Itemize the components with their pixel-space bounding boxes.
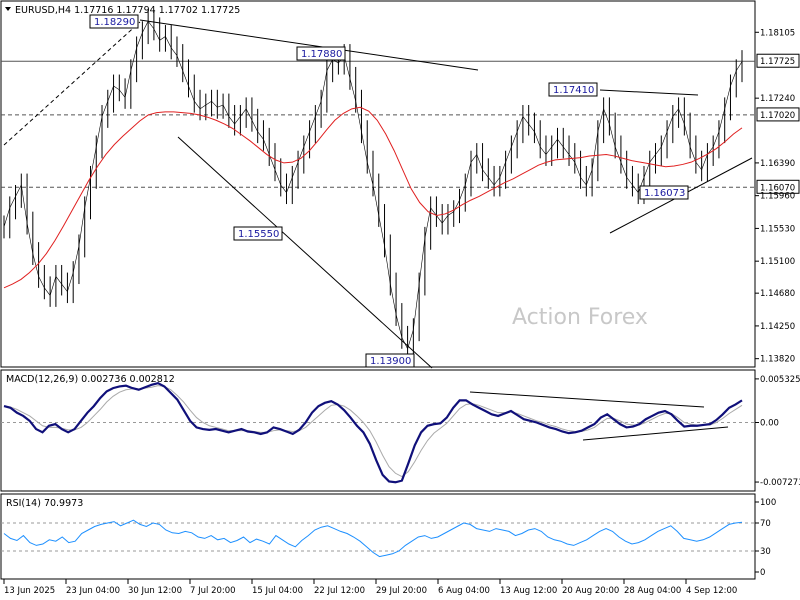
rsi-line bbox=[3, 519, 743, 558]
price-tick-box bbox=[756, 179, 800, 194]
annotation-label: 1.13900 bbox=[370, 356, 411, 367]
annotation-box bbox=[548, 82, 598, 97]
price-tick-box bbox=[756, 53, 800, 68]
rsi-tick-label: 100 bbox=[760, 498, 776, 508]
macd-tick-label: -0.007273 bbox=[760, 478, 800, 488]
x-tick-label: 13 Aug 12:00 bbox=[500, 586, 557, 596]
annotation-label: 1.15550 bbox=[238, 229, 279, 240]
watermark: Action Forex bbox=[512, 305, 648, 330]
trendline-2 bbox=[599, 89, 699, 96]
price-tick-label: 1.14680 bbox=[760, 289, 795, 299]
price-tick-label: 1.17020 bbox=[760, 111, 795, 121]
annotation-3: 1.15550 bbox=[233, 226, 283, 241]
price-tick-label: 1.15960 bbox=[760, 192, 795, 202]
annotation-label: 1.17410 bbox=[553, 85, 594, 96]
rsi-tick-label: 30 bbox=[760, 547, 771, 557]
price-layer: 1.18290 1.17880 1.17410 1.15550 1.13900 1.160… bbox=[1, 9, 755, 369]
price-tick-label: 1.14250 bbox=[760, 322, 795, 332]
x-tick-label: 4 Sep 12:00 bbox=[686, 586, 737, 596]
price-tick-label: 1.16390 bbox=[760, 159, 795, 169]
price-title-text: EURUSD,H4 1.17716 1.17794 1.17702 1.1772… bbox=[15, 5, 240, 16]
annotation-box bbox=[296, 46, 346, 61]
moving-average-line bbox=[3, 106, 743, 289]
price-title: EURUSD,H4 1.17716 1.17794 1.17702 1.1772… bbox=[5, 5, 240, 16]
rsi-title: RSI(14) 70.9973 bbox=[6, 498, 83, 509]
x-tick-label: 15 Jul 04:00 bbox=[252, 586, 303, 596]
price-tick-label: 1.16070 bbox=[760, 183, 795, 193]
x-tick-label: 23 Jun 04:00 bbox=[66, 586, 120, 596]
annotation-label: 1.17880 bbox=[301, 49, 342, 60]
rsi-tick-label: 70 bbox=[760, 519, 771, 529]
rsi-panel bbox=[0, 493, 756, 580]
x-tick-label: 6 Aug 04:00 bbox=[438, 586, 490, 596]
macd-main-line bbox=[3, 382, 743, 484]
x-tick-label: 29 Jul 20:00 bbox=[376, 586, 427, 596]
dropdown-triangle-icon bbox=[5, 7, 11, 11]
x-tick-label: 13 Jun 2025 bbox=[4, 586, 55, 596]
annotation-box bbox=[89, 14, 139, 29]
x-tick-label: 22 Jul 12:00 bbox=[314, 586, 365, 596]
x-tick-label: 20 Aug 20:00 bbox=[562, 586, 619, 596]
annotation-1: 1.17880 bbox=[296, 46, 346, 61]
macd-tick-label: 0.005325 bbox=[760, 375, 800, 385]
x-tick-label: 28 Aug 04:00 bbox=[624, 586, 681, 596]
macd-trendline-lower bbox=[582, 426, 729, 441]
rsi-tick-label: 0 bbox=[760, 568, 765, 578]
annotation-box bbox=[233, 226, 283, 241]
macd-trendline-upper bbox=[469, 391, 705, 408]
macd-panel bbox=[0, 369, 756, 492]
macd-title: MACD(12,26,9) 0.002736 0.002812 bbox=[6, 374, 175, 385]
price-tick-label: 1.17240 bbox=[760, 94, 795, 104]
rsi-layer bbox=[1, 519, 755, 558]
price-tick-label: 1.18105 bbox=[760, 28, 795, 38]
macd-layer bbox=[1, 382, 755, 484]
annotation-4: 1.13900 bbox=[365, 353, 415, 368]
annotation-label: 1.16073 bbox=[644, 188, 685, 199]
price-tick-label: 1.17725 bbox=[760, 57, 795, 67]
x-tick-label: 30 Jun 12:00 bbox=[128, 586, 182, 596]
annotation-label: 1.18290 bbox=[94, 17, 135, 28]
macd-tick-label: 0.00 bbox=[760, 418, 779, 428]
axis-layer: 1.18105 1.17725 1.17240 1.17020 1.16390 1.160… bbox=[3, 28, 800, 596]
annotation-5: 1.16073 bbox=[639, 185, 689, 200]
trendline-4 bbox=[3, 21, 141, 146]
macd-signal-line bbox=[3, 385, 743, 478]
x-tick-label: 7 Jul 20:00 bbox=[190, 586, 236, 596]
annotation-0: 1.18290 bbox=[89, 14, 139, 29]
price-tick-label: 1.15100 bbox=[760, 257, 795, 267]
price-tick-box bbox=[756, 107, 800, 122]
close-line bbox=[3, 20, 743, 350]
trendline-0 bbox=[139, 19, 479, 71]
annotation-box bbox=[365, 353, 415, 368]
trendline-1 bbox=[177, 136, 433, 369]
annotation-2: 1.17410 bbox=[548, 82, 598, 97]
price-tick-label: 1.15530 bbox=[760, 224, 795, 234]
price-tick-label: 1.13820 bbox=[760, 355, 795, 365]
annotation-box bbox=[639, 185, 689, 200]
